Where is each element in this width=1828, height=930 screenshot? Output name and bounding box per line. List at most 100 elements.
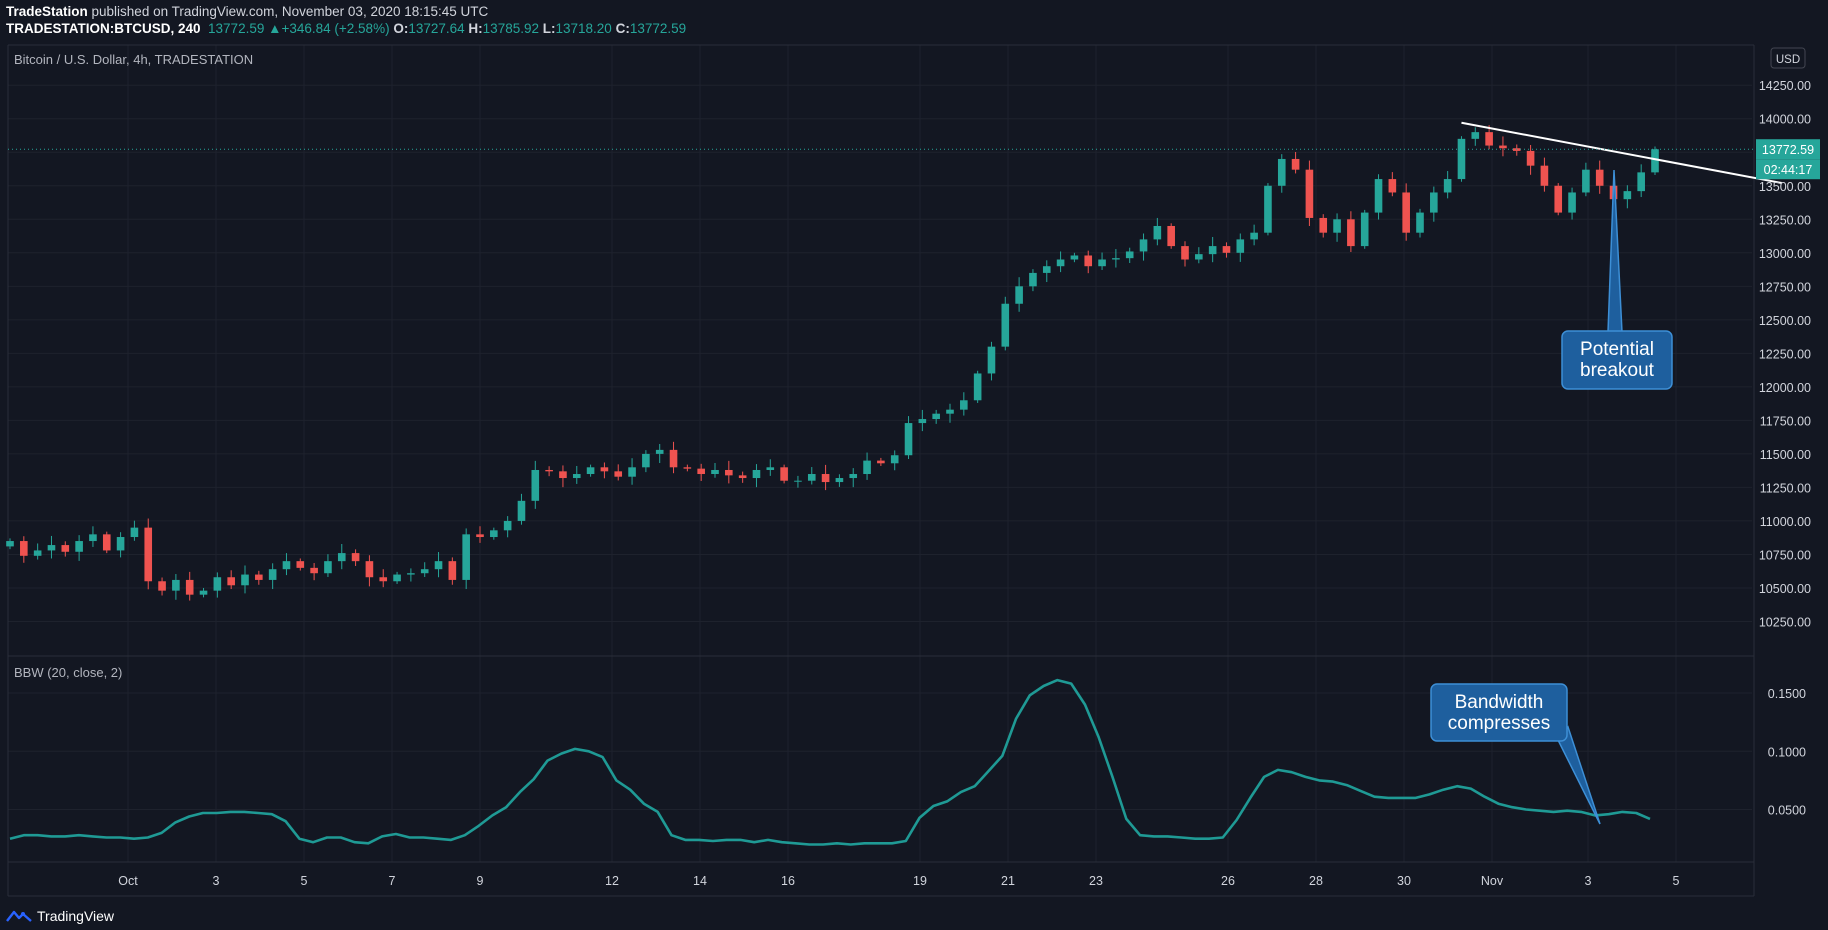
price-tick-label: 11250.00 xyxy=(1760,481,1811,495)
candle-body xyxy=(683,467,692,469)
bandwidth-callout-box xyxy=(1430,683,1568,742)
candle-body xyxy=(918,419,927,424)
candle-body xyxy=(1098,259,1106,267)
candle-body xyxy=(1499,145,1507,149)
candle-body xyxy=(946,409,954,414)
candle-body xyxy=(531,469,540,501)
price-tick-label: 10750.00 xyxy=(1759,548,1811,562)
candle-body xyxy=(20,541,28,556)
candle-body xyxy=(545,469,553,472)
candle-body xyxy=(697,468,705,475)
footer-branding[interactable]: TradingView xyxy=(6,908,114,924)
candle-body xyxy=(669,449,678,468)
price-pane-title: Bitcoin / U.S. Dollar, 4h, TRADESTATION xyxy=(14,52,253,67)
candle-body xyxy=(752,469,761,479)
candle-body xyxy=(1443,179,1452,193)
candle-body xyxy=(642,453,650,468)
candle-body xyxy=(185,579,194,595)
candle-body xyxy=(586,467,595,475)
candle-body xyxy=(310,567,318,574)
candle-body xyxy=(1208,246,1217,255)
candle-body xyxy=(158,581,166,591)
candle-body xyxy=(600,467,609,472)
publish-info: published on TradingView.com, November 0… xyxy=(91,4,489,19)
candle-body xyxy=(1029,272,1037,287)
time-tick-label: 30 xyxy=(1397,874,1411,888)
currency-label: USD xyxy=(1776,54,1800,66)
time-tick-label: 12 xyxy=(605,874,619,888)
candle-body xyxy=(268,569,277,580)
bbw-pane-title: BBW (20, close, 2) xyxy=(14,665,122,680)
price-tick-label: 11000.00 xyxy=(1760,515,1811,529)
candle-body xyxy=(1416,212,1424,233)
time-tick-label: Oct xyxy=(118,874,138,888)
symbol-label: TRADESTATION:BTCUSD, 240 xyxy=(6,21,201,36)
price-tick-label: 11500.00 xyxy=(1760,448,1811,462)
high-value: 13785.92 xyxy=(482,21,539,36)
price-tick-label: 11750.00 xyxy=(1760,414,1811,428)
last-price-tag-label: 13772.59 xyxy=(1762,143,1814,157)
price-tick-label: 12250.00 xyxy=(1759,347,1811,361)
candle-body xyxy=(1485,132,1493,146)
candle-body xyxy=(1056,259,1065,267)
candle-body xyxy=(47,545,56,551)
price-tick-label: 13250.00 xyxy=(1759,213,1811,227)
price-change: +346.84 (+2.58%) xyxy=(281,21,390,36)
candle-body xyxy=(1388,179,1397,193)
candle-body xyxy=(960,400,968,410)
candle-body xyxy=(794,480,802,482)
candle-body xyxy=(1568,192,1576,213)
candle-body xyxy=(89,534,97,542)
candle-body xyxy=(1333,219,1341,233)
candle-body xyxy=(517,500,526,521)
candle-body xyxy=(6,541,14,547)
candle-body xyxy=(1153,225,1162,240)
time-tick-label: 14 xyxy=(693,874,707,888)
price-tick-label: 10500.00 xyxy=(1759,582,1811,596)
bbw-tick-label: 0.0500 xyxy=(1768,804,1806,818)
bandwidth-callout-text: compresses xyxy=(1448,713,1550,734)
candle-body xyxy=(365,561,374,578)
candle-body xyxy=(1360,212,1369,247)
publish-line: TradeStation published on TradingView.co… xyxy=(6,3,686,20)
time-tick-label: 16 xyxy=(781,874,795,888)
candle-body xyxy=(1402,192,1410,233)
candle-body xyxy=(227,577,235,586)
candle-body xyxy=(807,474,816,481)
time-tick-label: 23 xyxy=(1089,874,1103,888)
open-value: 13727.64 xyxy=(408,21,465,36)
open-key: O: xyxy=(393,21,409,36)
candle-body xyxy=(987,346,996,374)
price-tick-label: 12500.00 xyxy=(1759,314,1811,328)
candle-body xyxy=(241,574,249,586)
candle-body xyxy=(1250,232,1258,240)
candle-body xyxy=(324,561,332,574)
time-tick-label: 28 xyxy=(1309,874,1323,888)
candle-body xyxy=(296,561,305,568)
tradingview-brand: TradingView xyxy=(37,908,115,924)
candle-body xyxy=(711,469,719,475)
candle-body xyxy=(932,413,940,420)
candle-body xyxy=(1595,169,1604,186)
time-tick-label: 26 xyxy=(1221,874,1235,888)
candle-body xyxy=(628,467,636,477)
price-tick-label: 13500.00 xyxy=(1759,180,1811,194)
candle-body xyxy=(766,467,775,470)
candle-body xyxy=(877,460,885,464)
candle-body xyxy=(448,561,457,580)
bbw-tick-label: 0.1000 xyxy=(1768,745,1806,759)
candle-body xyxy=(1167,225,1175,247)
bandwidth-callout-text: Bandwidth xyxy=(1455,692,1544,713)
candle-body xyxy=(1319,217,1328,233)
grid-lines xyxy=(8,45,1752,862)
price-tick-label: 13000.00 xyxy=(1759,247,1811,261)
candle-body xyxy=(434,561,443,570)
resistance-trendline xyxy=(1461,121,1782,185)
candle-body xyxy=(61,545,70,552)
publisher-name[interactable]: TradeStation xyxy=(6,4,88,19)
candle-body xyxy=(420,569,429,574)
candle-body xyxy=(351,553,360,562)
candle-body xyxy=(462,534,470,580)
